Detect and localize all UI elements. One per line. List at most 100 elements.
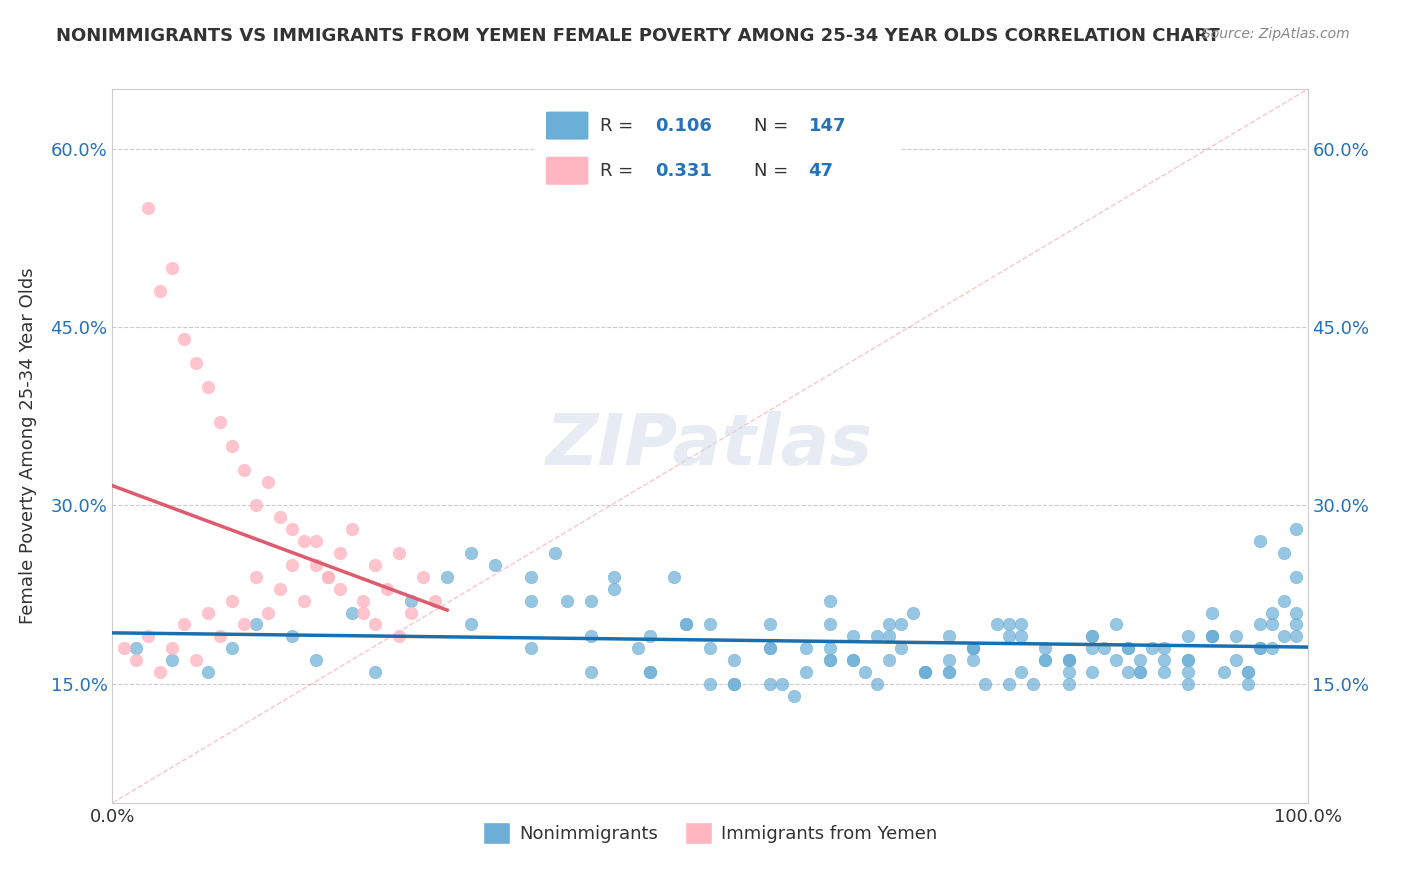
Point [245,499,267,513]
Point [890,641,912,656]
Point [460,617,482,632]
Point [138,201,160,215]
Point [436,570,458,584]
FancyBboxPatch shape [546,156,589,186]
Point [903,606,925,620]
Point [1105,617,1128,632]
Point [1118,641,1140,656]
Point [1142,641,1164,656]
Point [962,653,984,667]
Point [364,558,387,572]
Point [818,593,841,607]
Point [1010,617,1032,632]
Point [1081,629,1104,643]
Point [1272,546,1295,560]
Point [723,653,745,667]
Point [723,677,745,691]
Point [1201,606,1223,620]
Point [974,677,997,691]
Point [1201,629,1223,643]
Point [292,534,315,549]
Point [162,641,183,656]
Point [221,439,243,453]
Point [173,332,195,346]
Point [484,558,506,572]
Point [640,665,662,679]
Point [543,546,565,560]
Point [1057,653,1080,667]
Point [938,665,960,679]
Point [245,570,267,584]
Point [759,677,782,691]
Point [388,546,411,560]
Point [1094,641,1116,656]
Point [1177,653,1199,667]
Point [269,510,291,524]
Point [866,677,889,691]
Point [162,653,183,667]
Point [782,689,804,703]
Point [1010,665,1032,679]
Point [855,665,877,679]
Point [640,629,662,643]
Point [699,677,721,691]
Point [352,593,374,607]
Point [197,379,219,393]
Point [186,653,208,667]
Point [233,617,256,632]
Text: 147: 147 [808,117,846,135]
Point [401,606,423,620]
Point [221,641,243,656]
Point [1261,641,1284,656]
Point [879,653,901,667]
Point [603,570,626,584]
Text: 0.106: 0.106 [655,117,711,135]
Point [818,653,841,667]
Point [603,582,626,596]
Text: N =: N = [754,161,793,179]
Point [1201,629,1223,643]
Point [1081,641,1104,656]
Point [1033,653,1056,667]
Point [305,534,328,549]
Text: 0.331: 0.331 [655,161,711,179]
Point [1118,641,1140,656]
Point [221,593,243,607]
Point [425,593,447,607]
Point [316,570,339,584]
Point [962,641,984,656]
Y-axis label: Female Poverty Among 25-34 Year Olds: Female Poverty Among 25-34 Year Olds [18,268,37,624]
Point [962,641,984,656]
Text: N =: N = [754,117,793,135]
Point [579,665,602,679]
Text: ZIPatlas: ZIPatlas [547,411,873,481]
Point [364,665,387,679]
Point [125,641,148,656]
Point [1249,534,1271,549]
Point [520,593,543,607]
FancyBboxPatch shape [546,111,589,140]
Point [138,629,160,643]
Point [173,617,195,632]
Text: R =: R = [600,117,640,135]
Point [329,582,352,596]
Point [1081,629,1104,643]
Point [149,285,172,299]
Point [818,641,841,656]
Point [579,629,602,643]
Point [1081,665,1104,679]
Point [352,606,374,620]
Point [233,463,256,477]
Point [1285,606,1308,620]
Point [364,617,387,632]
Point [460,546,482,560]
Point [1105,653,1128,667]
Point [998,629,1021,643]
Point [1237,677,1260,691]
Point [1285,522,1308,536]
Point [1118,665,1140,679]
Point [209,415,232,429]
Text: NONIMMIGRANTS VS IMMIGRANTS FROM YEMEN FEMALE POVERTY AMONG 25-34 YEAR OLDS CORR: NONIMMIGRANTS VS IMMIGRANTS FROM YEMEN F… [56,27,1220,45]
Point [842,629,865,643]
Legend: Nonimmigrants, Immigrants from Yemen: Nonimmigrants, Immigrants from Yemen [475,814,945,851]
